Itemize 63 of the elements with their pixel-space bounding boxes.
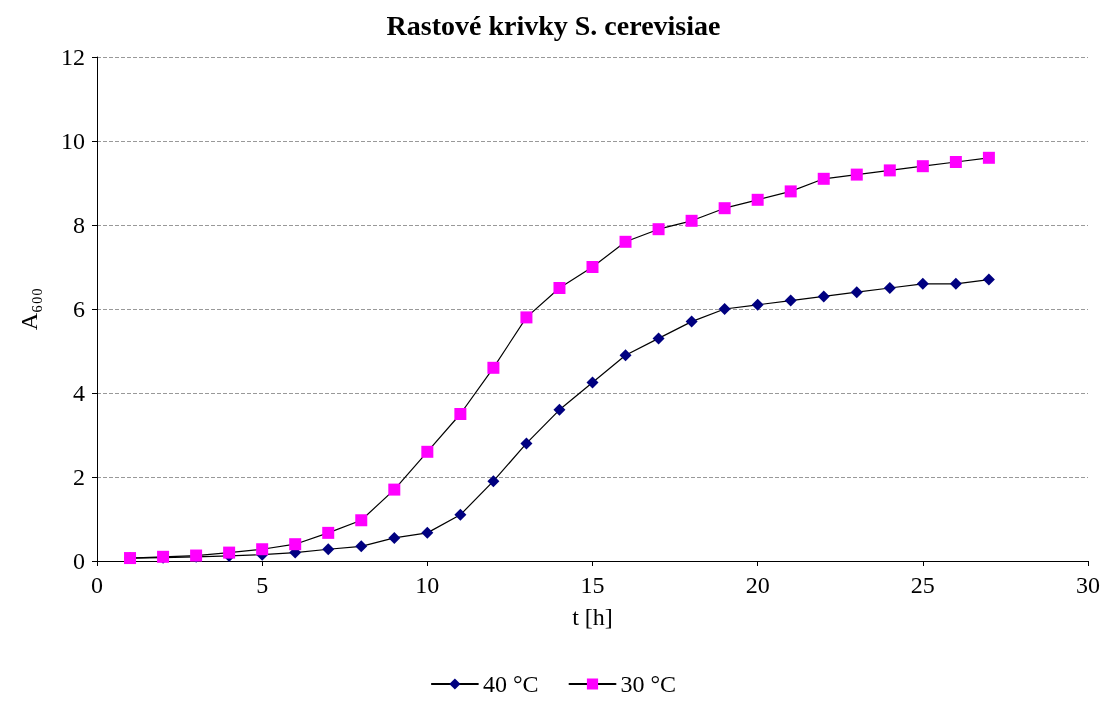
point — [355, 514, 368, 527]
point — [784, 294, 797, 307]
point — [718, 202, 731, 215]
point — [454, 508, 467, 521]
point — [256, 543, 269, 556]
x-tick-label: 25 — [910, 572, 935, 598]
y-tick-label: 6 — [73, 296, 85, 322]
x-tick-label: 20 — [745, 572, 770, 598]
point — [949, 277, 962, 290]
point — [751, 298, 764, 311]
point — [553, 282, 566, 294]
chart-title: Rastové krivky S. cerevisiae — [386, 9, 721, 41]
y-tick-label: 2 — [73, 464, 85, 490]
point — [322, 526, 335, 539]
point — [421, 445, 434, 458]
point — [916, 277, 929, 290]
point — [322, 543, 335, 556]
y-tick-label: 4 — [73, 380, 85, 406]
point — [916, 160, 929, 173]
point — [586, 376, 599, 389]
point — [850, 168, 863, 181]
x-tick-label: 30 — [1076, 572, 1100, 598]
point — [421, 526, 434, 539]
point — [784, 185, 797, 198]
point — [685, 214, 698, 227]
point — [619, 235, 632, 248]
point — [751, 193, 764, 206]
point — [652, 332, 665, 345]
point — [388, 483, 401, 496]
point — [883, 282, 896, 294]
point — [487, 361, 500, 374]
point — [817, 172, 830, 185]
y-tick-label: 10 — [61, 128, 85, 154]
x-tick-label: 15 — [580, 572, 605, 598]
y-axis-title: A₆₀₀ — [16, 287, 42, 331]
x-tick-label: 0 — [91, 572, 103, 598]
x-tick-label: 10 — [415, 572, 440, 598]
point — [619, 349, 632, 362]
point — [553, 403, 566, 416]
y-tick-label: 0 — [73, 548, 85, 574]
point — [289, 538, 302, 551]
point — [949, 156, 962, 168]
point — [388, 531, 401, 544]
point — [454, 408, 467, 420]
legend-label: 30 °C — [620, 671, 677, 697]
point — [652, 223, 665, 236]
point — [883, 164, 896, 177]
x-tick-label: 5 — [256, 572, 269, 598]
point — [586, 261, 599, 273]
point — [982, 273, 995, 286]
point — [685, 315, 698, 328]
y-tick-label: 8 — [73, 212, 85, 238]
point — [487, 475, 500, 488]
point — [520, 437, 533, 450]
point — [982, 151, 995, 164]
point — [850, 286, 863, 299]
point — [817, 290, 830, 303]
legend-label: 40 °C — [482, 671, 539, 697]
point — [355, 540, 368, 553]
point — [520, 311, 533, 324]
point — [718, 303, 731, 315]
y-tick-label: 12 — [61, 44, 85, 70]
x-axis-title: t [h] — [572, 604, 613, 630]
